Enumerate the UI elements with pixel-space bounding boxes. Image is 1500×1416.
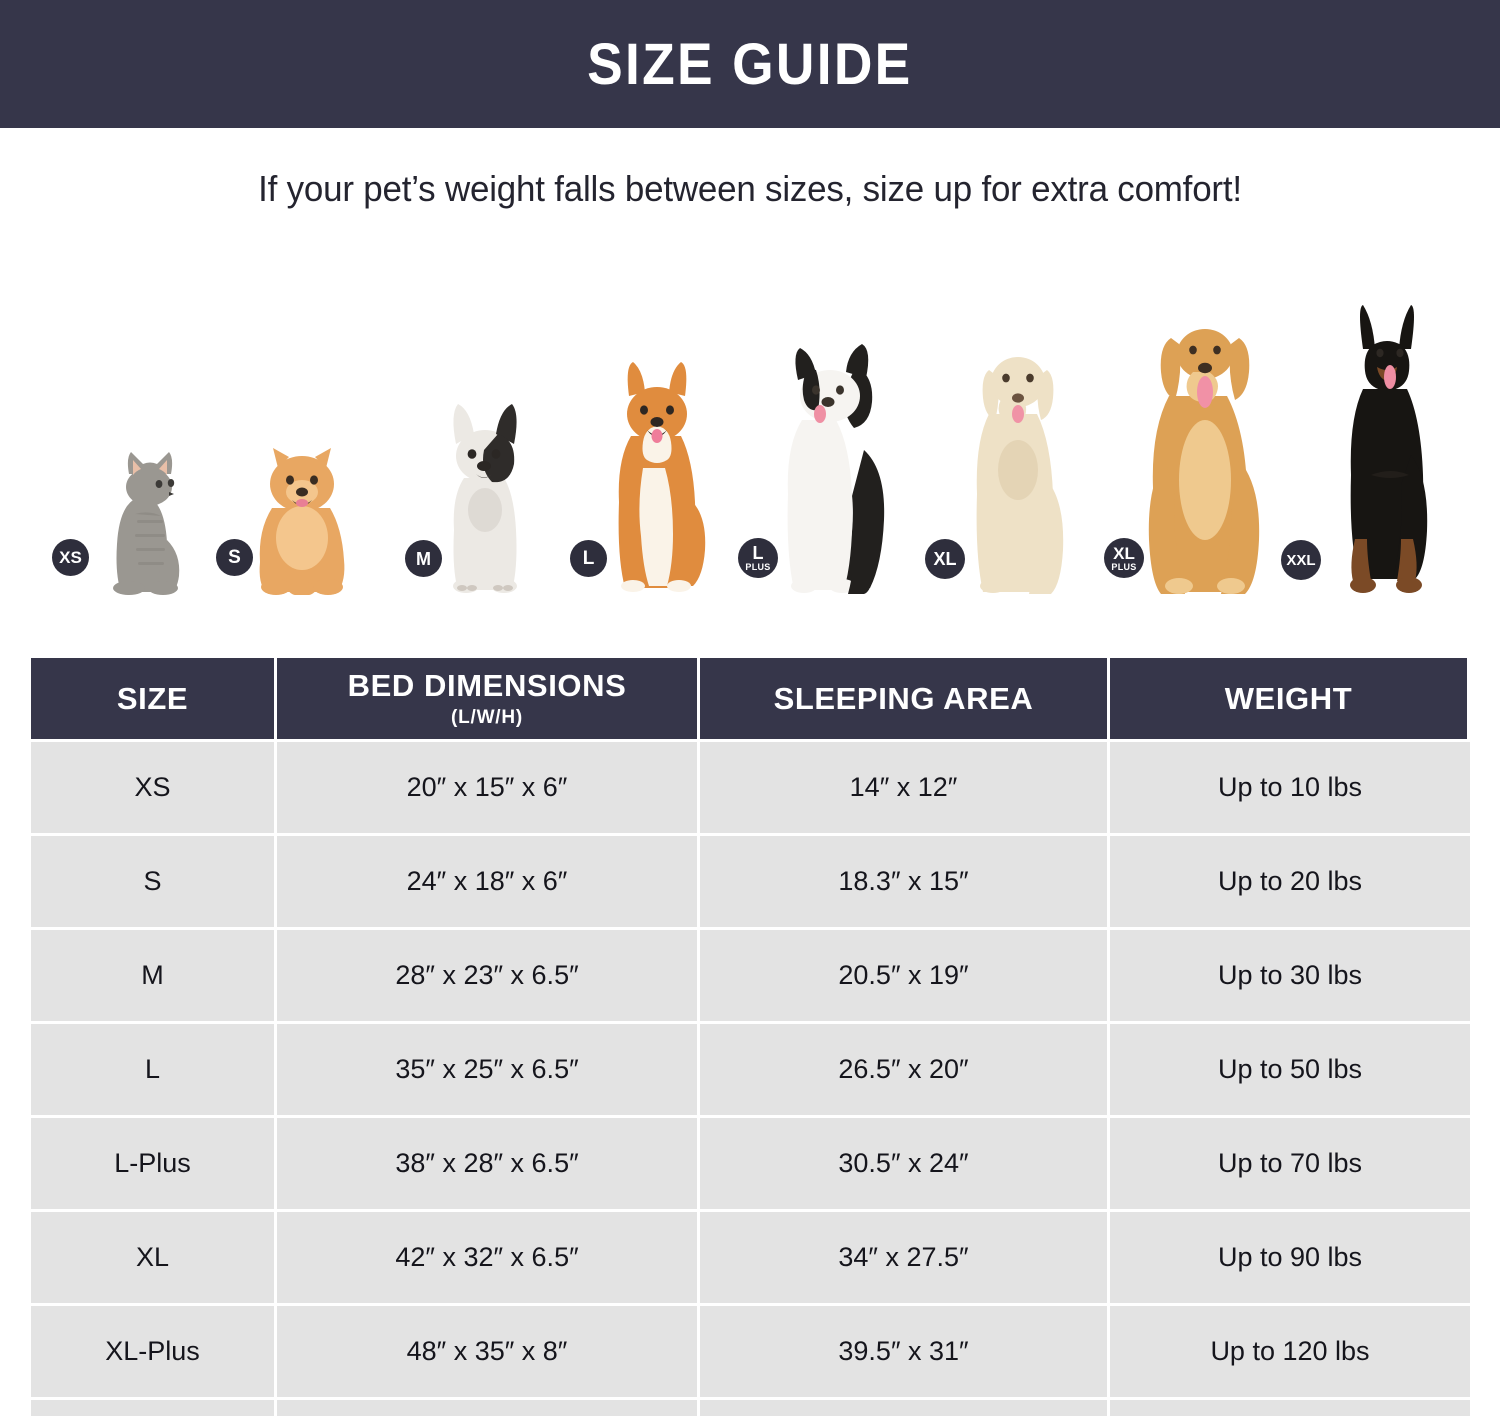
animal-slot-l-plus bbox=[768, 340, 908, 595]
size-badge-xl-plus-label: XL bbox=[1113, 543, 1135, 563]
cell-dimensions: 28″ x 23″ x 6.5″ bbox=[277, 930, 700, 1024]
cell-size: XL-Plus bbox=[31, 1306, 277, 1400]
header-band: SIZE GUIDE bbox=[0, 0, 1500, 128]
size-badge-s: S bbox=[216, 539, 253, 576]
shiba-inu-icon bbox=[618, 362, 706, 592]
cell-size: L bbox=[31, 1024, 277, 1118]
doberman-icon bbox=[1350, 305, 1428, 593]
column-header-size-label: SIZE bbox=[116, 680, 189, 716]
column-header-sleeping-area-label: SLEEPING AREA bbox=[773, 680, 1034, 716]
page-title: SIZE GUIDE bbox=[587, 31, 913, 97]
cell-weight: Up to 150 lbs bbox=[1110, 1400, 1470, 1416]
cell-dimensions: 42″ x 32″ x 6.5″ bbox=[277, 1212, 700, 1306]
animal-slot-xxl bbox=[1325, 305, 1455, 595]
animal-slot-xl-plus bbox=[1135, 310, 1285, 595]
cell-size: L-Plus bbox=[31, 1118, 277, 1212]
cell-size: XS bbox=[31, 742, 277, 836]
table-row: L-Plus 38″ x 28″ x 6.5″ 30.5″ x 24″ Up t… bbox=[31, 1118, 1470, 1212]
size-table: SIZE BED DIMENSIONS (L/W/H) SLEEPING ARE… bbox=[31, 658, 1470, 1416]
column-header-bed-dimensions: BED DIMENSIONS (L/W/H) bbox=[277, 658, 700, 742]
cell-size: M bbox=[31, 930, 277, 1024]
cell-sleeping: 44.5″ x 37.5″ bbox=[700, 1400, 1110, 1416]
cell-size: XXL bbox=[31, 1400, 277, 1416]
column-header-sleeping-area: SLEEPING AREA bbox=[700, 658, 1110, 742]
size-badge-s-label: S bbox=[228, 547, 241, 568]
cell-size: XL bbox=[31, 1212, 277, 1306]
cell-dimensions: 24″ x 18″ x 6″ bbox=[277, 836, 700, 930]
cell-size: S bbox=[31, 836, 277, 930]
cell-weight: Up to 50 lbs bbox=[1110, 1024, 1470, 1118]
animal-slot-m bbox=[430, 400, 540, 595]
animal-slot-s bbox=[238, 430, 368, 595]
animal-lineup: XS bbox=[0, 295, 1500, 595]
column-header-bed-dimensions-label: BED DIMENSIONS bbox=[347, 668, 627, 703]
labrador-icon bbox=[976, 357, 1064, 594]
table-row: M 28″ x 23″ x 6.5″ 20.5″ x 19″ Up to 30 … bbox=[31, 930, 1470, 1024]
animal-slot-xl bbox=[955, 330, 1090, 595]
cell-weight: Up to 90 lbs bbox=[1110, 1212, 1470, 1306]
cat-grey-icon bbox=[113, 452, 180, 595]
column-header-weight: WEIGHT bbox=[1110, 658, 1470, 742]
table-header-row: SIZE BED DIMENSIONS (L/W/H) SLEEPING ARE… bbox=[31, 658, 1470, 742]
table-row: XL 42″ x 32″ x 6.5″ 34″ x 27.5″ Up to 90… bbox=[31, 1212, 1470, 1306]
cell-weight: Up to 70 lbs bbox=[1110, 1118, 1470, 1212]
size-badge-xl-plus-sub: PLUS bbox=[1111, 561, 1137, 572]
cell-sleeping: 18.3″ x 15″ bbox=[700, 836, 1110, 930]
cell-weight: Up to 120 lbs bbox=[1110, 1306, 1470, 1400]
cell-dimensions: 35″ x 25″ x 6.5″ bbox=[277, 1024, 700, 1118]
cell-sleeping: 20.5″ x 19″ bbox=[700, 930, 1110, 1024]
cell-sleeping: 26.5″ x 20″ bbox=[700, 1024, 1110, 1118]
cell-dimensions: 53″ x 42″ x 8″ bbox=[277, 1400, 700, 1416]
size-badge-xl-plus: XL PLUS bbox=[1104, 538, 1144, 578]
cell-sleeping: 14″ x 12″ bbox=[700, 742, 1110, 836]
cell-sleeping: 30.5″ x 24″ bbox=[700, 1118, 1110, 1212]
column-header-weight-label: WEIGHT bbox=[1224, 680, 1353, 716]
cell-weight: Up to 10 lbs bbox=[1110, 742, 1470, 836]
cell-weight: Up to 20 lbs bbox=[1110, 836, 1470, 930]
cell-dimensions: 20″ x 15″ x 6″ bbox=[277, 742, 700, 836]
pomeranian-icon bbox=[259, 448, 345, 595]
size-badge-l-label: L bbox=[582, 548, 595, 569]
table-row: XL-Plus 48″ x 35″ x 8″ 39.5″ x 31″ Up to… bbox=[31, 1306, 1470, 1400]
column-header-bed-dimensions-sub: (L/W/H) bbox=[450, 707, 524, 728]
column-header-size: SIZE bbox=[31, 658, 277, 742]
subtitle-note: If your pet’s weight falls between sizes… bbox=[258, 168, 1242, 209]
animal-slot-l bbox=[595, 360, 720, 595]
cell-weight: Up to 30 lbs bbox=[1110, 930, 1470, 1024]
cell-dimensions: 48″ x 35″ x 8″ bbox=[277, 1306, 700, 1400]
size-badge-m-label: M bbox=[416, 548, 431, 569]
cell-dimensions: 38″ x 28″ x 6.5″ bbox=[277, 1118, 700, 1212]
cell-sleeping: 39.5″ x 31″ bbox=[700, 1306, 1110, 1400]
size-badge-l: L bbox=[570, 540, 607, 577]
table-row: S 24″ x 18″ x 6″ 18.3″ x 15″ Up to 20 lb… bbox=[31, 836, 1470, 930]
golden-retriever-icon bbox=[1148, 329, 1260, 594]
size-badge-xs: XS bbox=[52, 539, 89, 576]
cell-sleeping: 34″ x 27.5″ bbox=[700, 1212, 1110, 1306]
size-badge-m: M bbox=[405, 540, 442, 577]
table-row: L 35″ x 25″ x 6.5″ 26.5″ x 20″ Up to 50 … bbox=[31, 1024, 1470, 1118]
size-badge-l-plus-sub: PLUS bbox=[745, 562, 771, 572]
size-badge-xl: XL bbox=[925, 539, 965, 579]
size-badge-l-plus-label: L bbox=[752, 543, 764, 563]
size-badge-l-plus: L PLUS bbox=[738, 538, 778, 578]
table-row: XS 20″ x 15″ x 6″ 14″ x 12″ Up to 10 lbs bbox=[31, 742, 1470, 836]
french-bulldog-icon bbox=[453, 404, 517, 593]
table-row: XXL 53″ x 42″ x 8″ 44.5″ x 37.5″ Up to 1… bbox=[31, 1400, 1470, 1416]
size-badge-xs-label: XS bbox=[59, 548, 82, 567]
size-badge-xxl: XXL bbox=[1281, 540, 1321, 580]
size-badge-xxl-label: XXL bbox=[1286, 551, 1316, 569]
size-badge-xl-label: XL bbox=[933, 549, 957, 569]
border-collie-icon bbox=[787, 344, 885, 594]
animal-slot-xs bbox=[85, 440, 205, 595]
